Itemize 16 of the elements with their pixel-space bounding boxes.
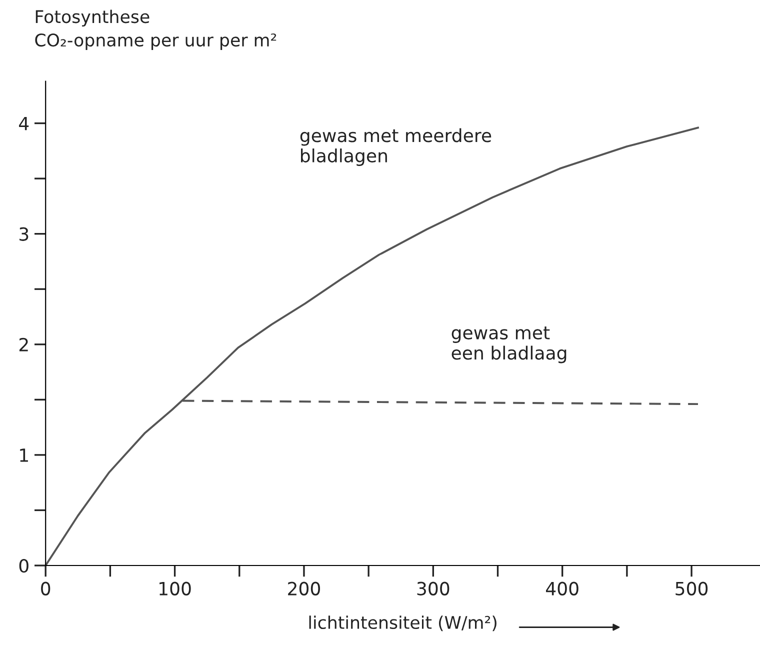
y-tick-label: 2 <box>19 338 28 352</box>
line-series <box>46 126 699 566</box>
y-axis-title: Fotosynthese CO₂-opname per uur per m² <box>35 10 276 50</box>
x-tick-label: 400 <box>546 582 578 596</box>
x-axis-title: lichtintensiteit (W/m²) <box>309 616 496 632</box>
x-tick-label: 0 <box>41 582 50 596</box>
text: gewas met een bladlaag <box>452 326 566 364</box>
x-tick-label: 300 <box>417 582 450 596</box>
x-tick-label: 200 <box>288 582 320 596</box>
series-label: gewas met meerdere bladlagen <box>300 128 492 166</box>
y-tick-label: 4 <box>19 116 29 130</box>
y-tick-label: 3 <box>20 227 28 241</box>
x-tick-label: 100 <box>160 582 191 596</box>
y-tick-label: 0 <box>19 558 28 573</box>
x-tick-label: 500 <box>676 582 708 596</box>
y-tick-label: 1 <box>20 448 28 462</box>
